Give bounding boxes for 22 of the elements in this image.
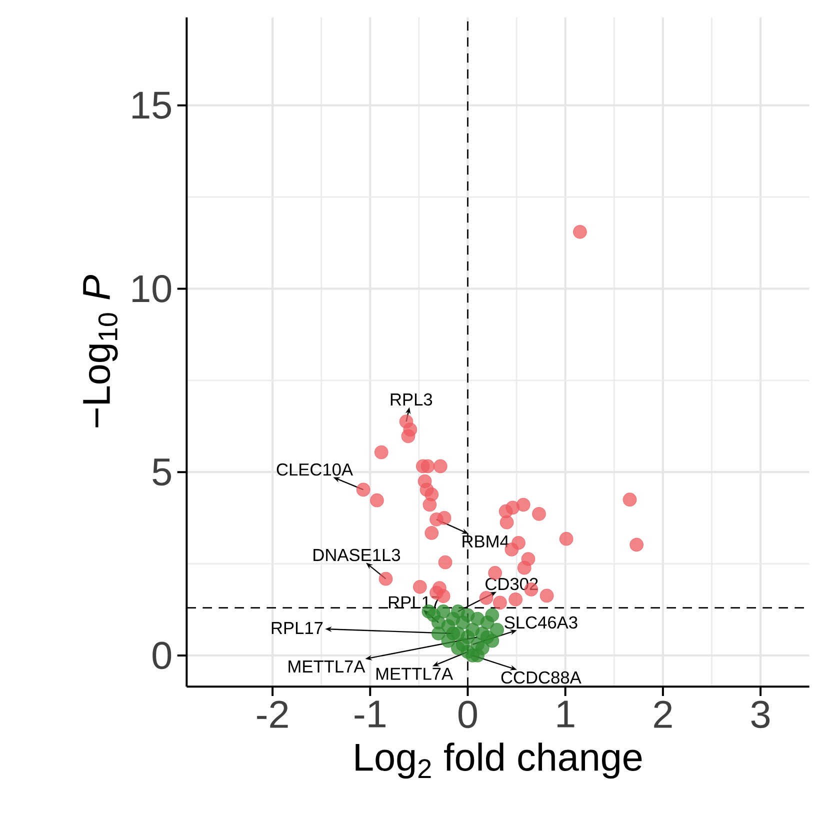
x-tick-label: 3 [751, 700, 770, 728]
annotation: CLEC10A [276, 463, 353, 476]
x-axis-title: Log$_{2}$ fold change [356, 742, 642, 779]
annotation: CCDC88A [501, 671, 582, 684]
annotation: DNASE1L3 [314, 548, 400, 562]
y-tick-label: 5 [152, 458, 172, 486]
annotation: METTL7A [376, 668, 454, 680]
annotation: CD302 [486, 578, 538, 590]
annotation: RPL17 [272, 622, 323, 634]
y-axis-title: −Log$_{10}$ P [83, 275, 118, 428]
x-tick-label: -1 [354, 700, 386, 728]
annotation: METTL7A [288, 660, 366, 672]
y-tick-label: 0 [152, 642, 172, 670]
annotation: RBM4 [462, 535, 509, 548]
annotation: RPL3 [390, 393, 432, 406]
x-tick-label: -2 [257, 700, 288, 728]
y-tick-label: 10 [132, 275, 172, 302]
x-tick-label: 2 [654, 700, 672, 728]
annotation: SLC46A3 [504, 616, 578, 629]
y-tick-label: 15 [132, 92, 171, 119]
x-tick-label: 0 [458, 700, 477, 728]
x-tick-label: 1 [558, 700, 574, 728]
